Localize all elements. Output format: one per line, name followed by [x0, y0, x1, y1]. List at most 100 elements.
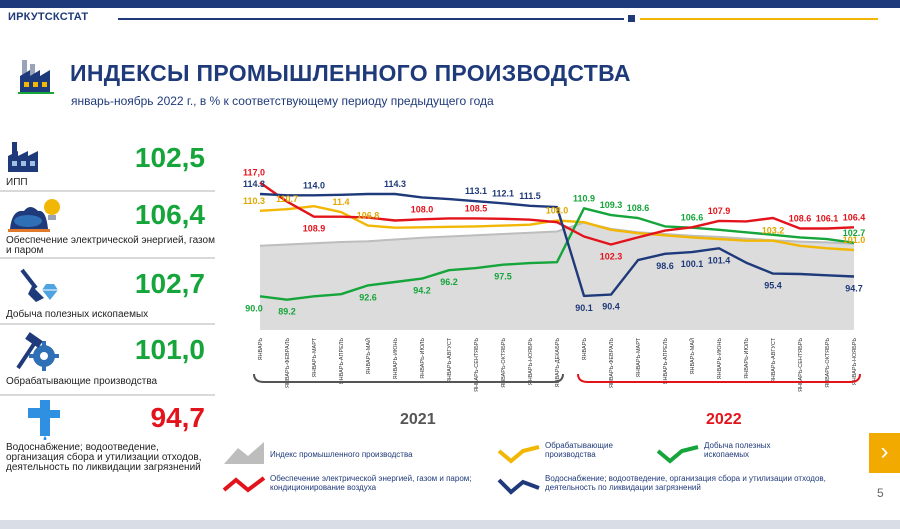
kpi-ipp: 102,5 ИПП	[0, 140, 215, 188]
data-label: 89.2	[278, 307, 296, 317]
data-label: 90.0	[245, 303, 263, 313]
data-label: 94.2	[413, 286, 431, 296]
data-label: 102.7	[843, 228, 866, 238]
x-tick-label: ЯНВАРЬ-МАРТ	[636, 337, 642, 377]
factory-icon	[18, 60, 54, 94]
legend-label-mining: Добыча полезных ископаемых	[704, 441, 771, 459]
data-label: 96.2	[440, 277, 458, 287]
header-rule	[118, 18, 624, 20]
data-label: 106.8	[357, 211, 380, 221]
legend-label-ipp: Индекс промышленного производства	[270, 450, 413, 459]
kpi-divider	[0, 190, 215, 192]
data-label: 100.1	[681, 259, 704, 269]
data-label: 108.9	[303, 224, 326, 234]
data-label: 101.0	[843, 235, 866, 245]
water-pipe-icon	[28, 400, 60, 440]
legend-label-manufacturing: Обрабатывающие производства	[545, 441, 613, 459]
kpi-energy: 106,4 Обеспечение электрической энергией…	[0, 197, 215, 256]
kpi-value: 102,5	[134, 142, 205, 173]
data-label: 110.9	[573, 193, 595, 203]
kpi-value: 106,4	[134, 199, 205, 230]
x-tick-label: ЯНВАРЬ	[258, 338, 264, 361]
data-label: 94.7	[845, 284, 863, 294]
data-label: 90.1	[575, 303, 593, 313]
data-label: 112.1	[492, 188, 514, 198]
kpi-manufacturing: 101,0 Обрабатывающие производства	[0, 332, 215, 392]
x-tick-label: ЯНВАРЬ-ФЕВРАЛЬ	[285, 338, 291, 388]
data-label: 108.0	[411, 204, 434, 214]
year-bracket-2022	[577, 373, 861, 383]
header-rule-accent	[640, 18, 878, 20]
data-label: 108.0	[546, 206, 569, 216]
kpi-divider	[0, 394, 215, 396]
legend-swatch-water	[497, 478, 540, 495]
data-label: 107.9	[708, 206, 731, 216]
data-label: 114.3	[384, 179, 406, 189]
power-plant-bulb-icon	[8, 199, 60, 232]
data-label: 97.5	[494, 272, 512, 282]
x-tick-label: ЯНВАРЬ-ИЮЛЬ	[420, 338, 426, 379]
kpi-value: 101,0	[134, 334, 205, 365]
year-label-2022: 2022	[706, 411, 742, 428]
data-label: 111.5	[519, 191, 541, 201]
page-title: ИНДЕКСЫ ПРОМЫШЛЕННОГО ПРОИЗВОДСТВА	[70, 60, 631, 86]
x-tick-label: ЯНВАРЬ-ИЮНЬ	[393, 338, 399, 380]
data-label: 114.0	[303, 180, 325, 190]
x-tick-label: ЯНВАРЬ-НОЯБРЬ	[852, 338, 858, 386]
data-label: 109.3	[600, 200, 623, 210]
x-tick-label: ЯНВАРЬ-СЕНТЯБРЬ	[474, 338, 480, 392]
data-label: 110.3	[243, 196, 265, 206]
x-tick-label: ЯНВАРЬ-МАЙ	[688, 338, 696, 374]
index-line-chart: 110.3 110.7 11.4 106.8 108.0 103.2 101.0 90.0 89…	[243, 168, 866, 392]
legend-swatch-ipp	[224, 442, 264, 464]
legend-label-energy: Обеспечение электрической энергией, газо…	[270, 474, 472, 492]
data-label: 11.4	[332, 197, 349, 207]
series-area-edge-ipp	[259, 221, 855, 247]
top-bar	[0, 0, 900, 8]
brand-name: ИРКУТСКСТАТ	[8, 11, 89, 23]
x-tick-label: ЯНВАРЬ-СЕНТЯБРЬ	[798, 338, 804, 392]
data-label: 102.3	[600, 252, 623, 262]
x-tick-label: ЯНВАРЬ-ОКТЯБРЬ	[825, 338, 831, 388]
x-tick-label: ЯНВАРЬ-ИЮНЬ	[717, 338, 723, 380]
data-label: 103.2	[762, 226, 785, 236]
x-tick-label: ЯНВАРЬ-АВГУСТ	[447, 337, 453, 383]
data-label: 92.6	[359, 292, 377, 302]
series-area-ipp	[260, 222, 854, 330]
legend-label-water: Водоснабжение; водоотведение, организаци…	[545, 474, 826, 492]
x-tick-label: ЯНВАРЬ-АПРЕЛЬ	[663, 338, 669, 385]
data-label: 108.6	[789, 214, 812, 224]
shovel-diamond-icon	[20, 268, 58, 302]
kpi-value: 94,7	[150, 402, 206, 433]
data-label: 113.1	[465, 186, 487, 196]
data-label: 108.6	[627, 203, 650, 213]
legend-swatch-manufacturing	[497, 445, 540, 464]
x-tick-label: ЯНВАРЬ-МАРТ	[312, 337, 318, 377]
data-label: 117,0	[243, 168, 265, 178]
kpi-value: 102,7	[134, 268, 205, 299]
kpi-water: 94,7 Водоснабжение; водоотведение, орган…	[0, 400, 215, 490]
legend-swatch-energy	[222, 476, 266, 493]
x-tick-label: ЯНВАРЬ-МАЙ	[364, 338, 372, 374]
kpi-divider	[0, 257, 215, 259]
next-slide-button[interactable]: ›	[869, 433, 900, 473]
data-label: 98.6	[656, 261, 674, 271]
kpi-label: Обрабатывающие производства	[6, 376, 158, 387]
x-tick-label: ЯНВАРЬ	[582, 338, 588, 361]
data-label: 90.4	[602, 302, 620, 312]
x-tick-label: ЯНВАРЬ-НОЯБРЬ	[528, 338, 534, 386]
year-label-2021: 2021	[400, 411, 436, 428]
data-label: 114.3	[243, 179, 265, 189]
page-number: 5	[877, 486, 884, 500]
kpi-label: ИПП	[6, 177, 28, 188]
kpi-label: Добыча полезных ископаемых	[6, 309, 149, 320]
kpi-label: Водоснабжение; водоотведение, организаци…	[6, 442, 202, 473]
page-subtitle: январь-ноябрь 2022 г., в % к соответству…	[71, 94, 494, 108]
hammer-gear-icon	[16, 332, 59, 371]
data-label: 110.7	[276, 194, 298, 204]
x-tick-label: ЯНВАРЬ-ДЕКАБРЬ	[555, 338, 561, 388]
x-tick-label: ЯНВАРЬ-АПРЕЛЬ	[339, 338, 345, 385]
kpi-mining: 102,7 Добыча полезных ископаемых	[0, 266, 215, 322]
year-bracket-2021	[253, 373, 564, 383]
data-label: 106.4	[843, 212, 866, 222]
